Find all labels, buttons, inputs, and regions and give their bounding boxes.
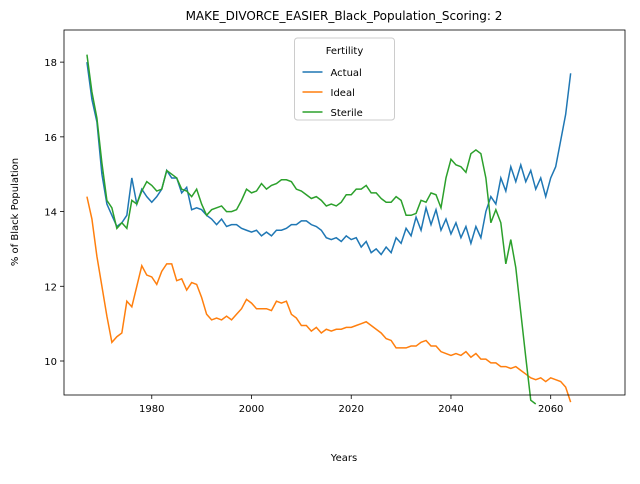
x-tick-label: 1980 [139,404,164,415]
y-tick-label: 18 [44,58,57,69]
x-tick-label: 2060 [538,404,563,415]
legend-box [294,37,395,121]
x-tick-label: 2000 [239,404,264,415]
series-line [86,196,572,403]
y-tick-label: 14 [44,208,57,219]
legend-label: Ideal [331,88,355,99]
x-tick-label: 2040 [438,404,463,415]
x-tick-label: 2020 [339,404,364,415]
y-tick-label: 16 [44,133,57,144]
plot-area [86,54,572,405]
series-line [86,54,537,405]
y-axis-label: % of Black Population [10,158,21,266]
y-tick-label: 12 [44,282,57,293]
axes-frame [63,29,626,396]
legend-title: Fertility [326,46,364,57]
x-axis-label: Years [330,453,357,464]
legend-label: Actual [331,68,362,79]
chart-title: MAKE_DIVORCE_EASIER_Black_Population_Sco… [186,9,503,23]
legend-label: Sterile [331,108,363,119]
y-tick-label: 10 [44,357,57,368]
